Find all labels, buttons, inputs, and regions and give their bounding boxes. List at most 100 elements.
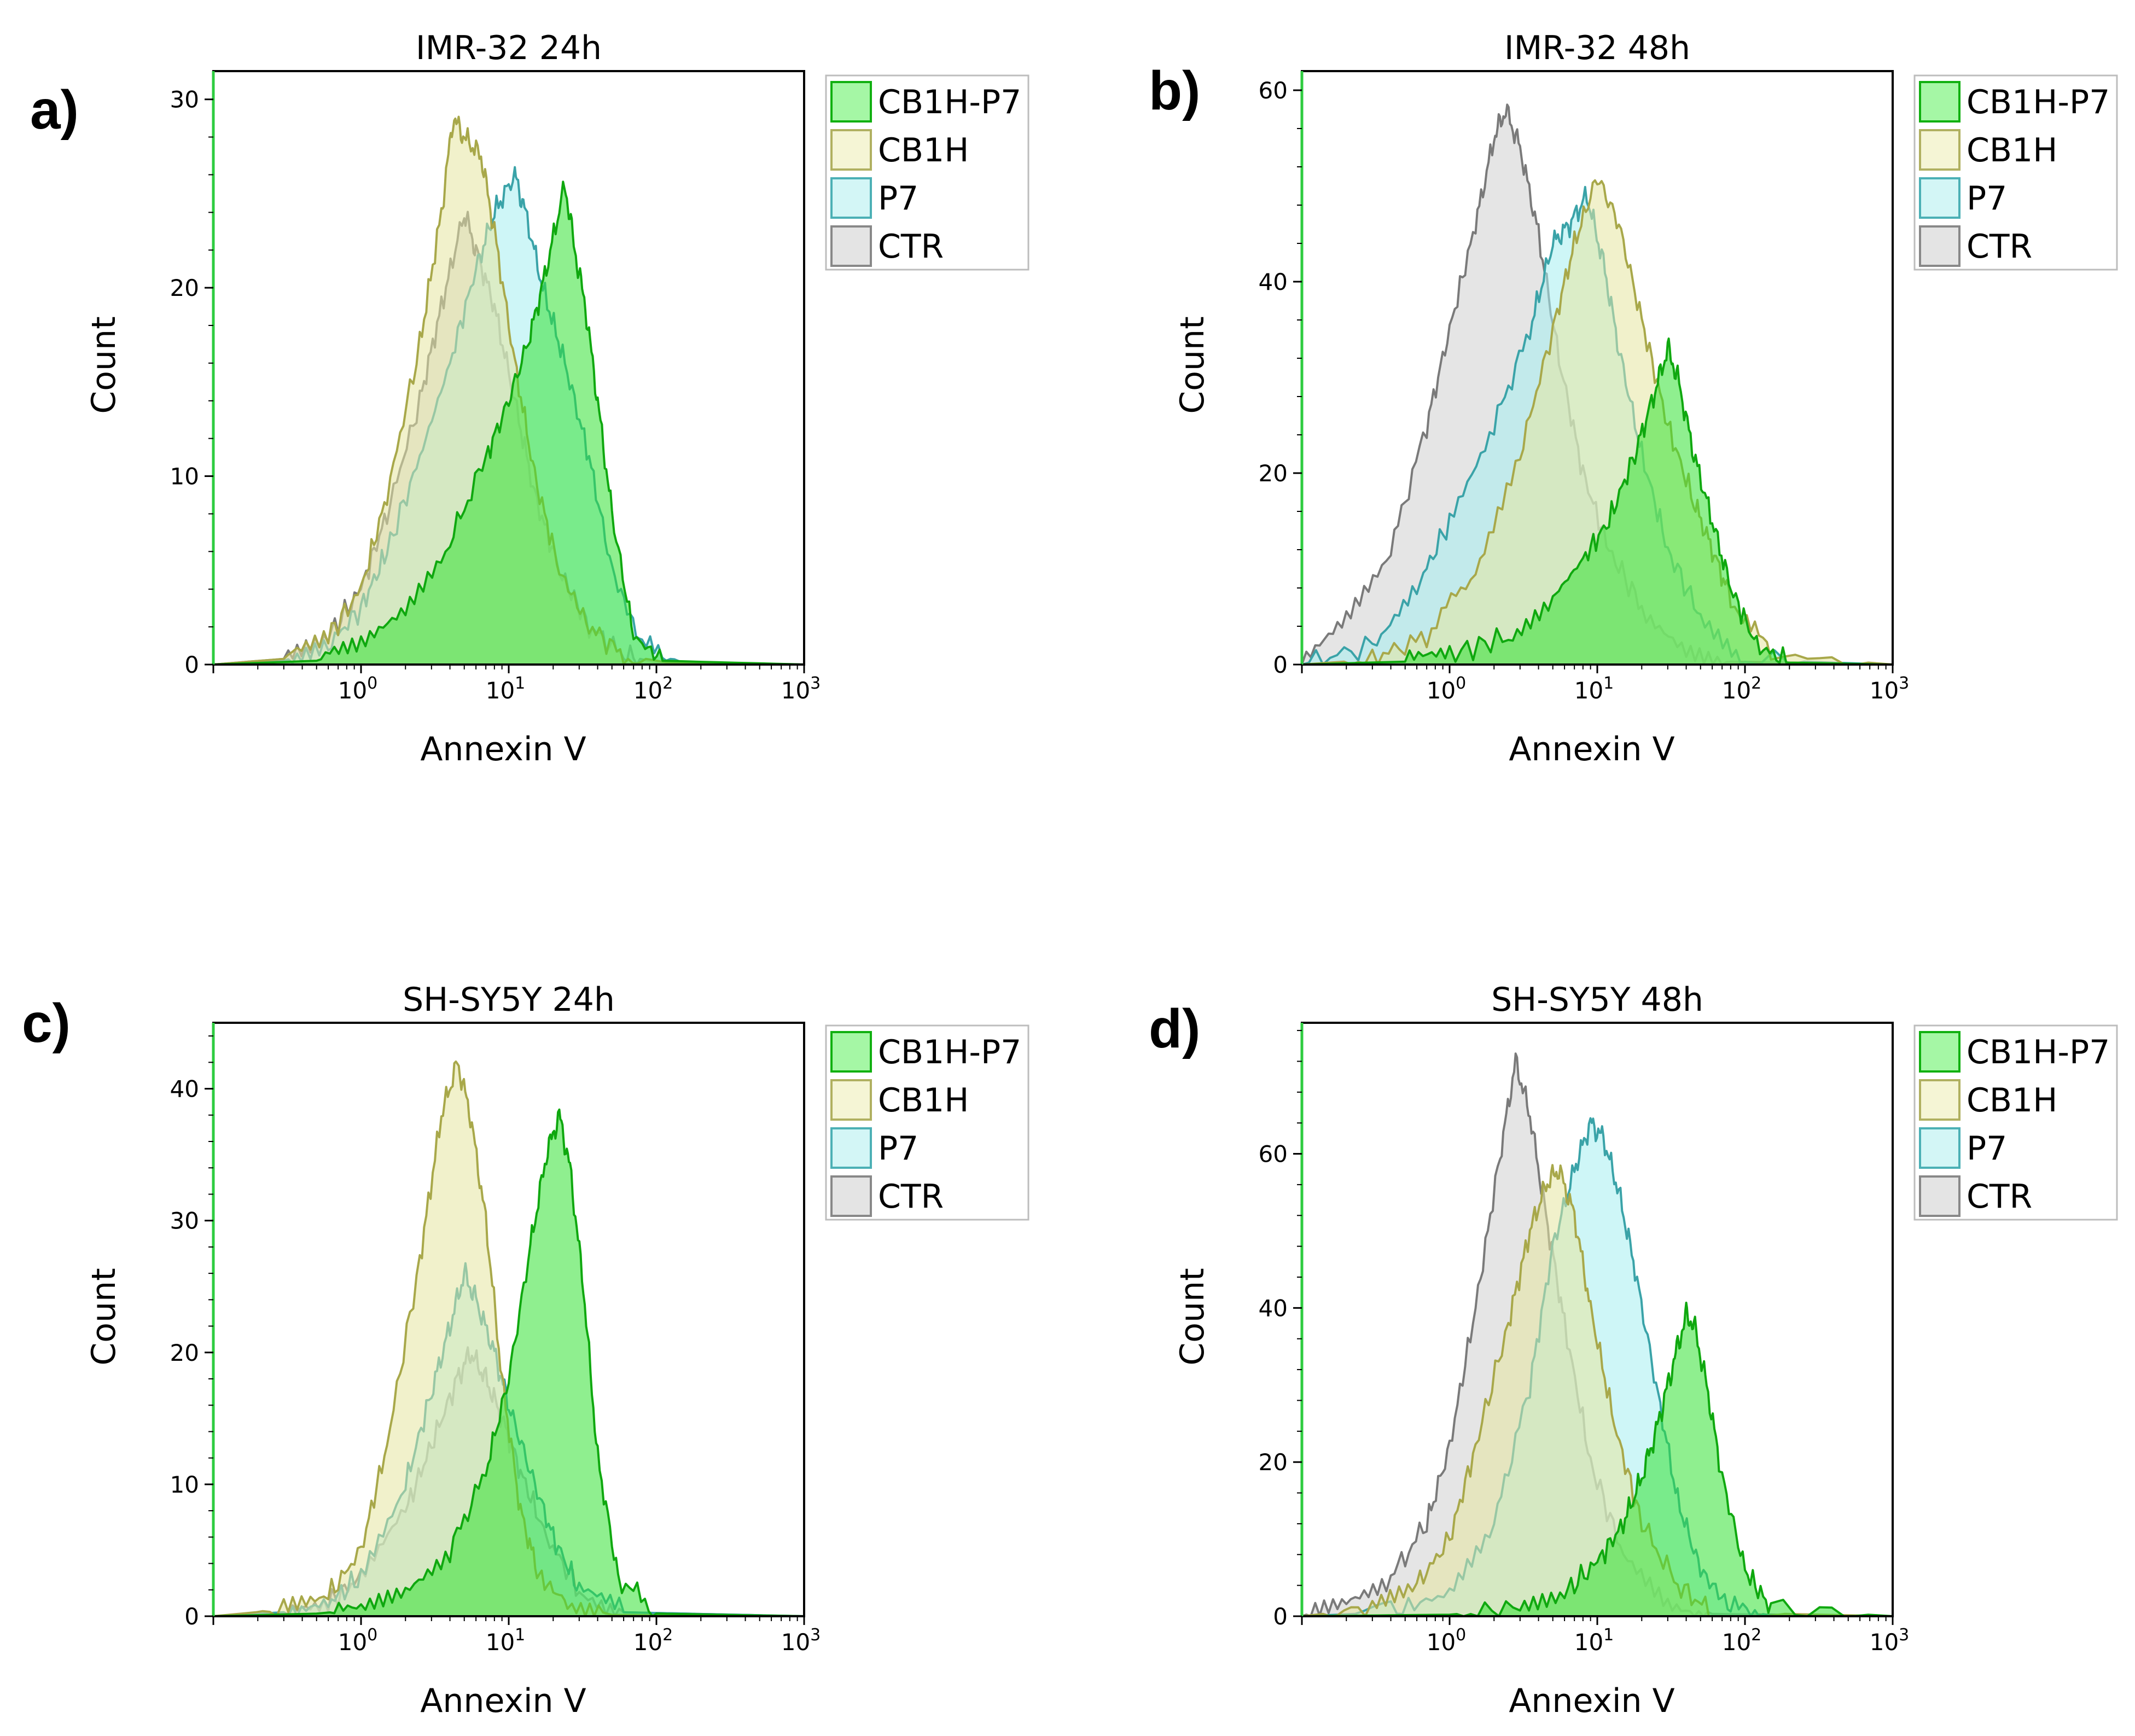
legend-item-cb1h-p7: CB1H-P7 xyxy=(1920,1032,2110,1071)
x-tick-base: 10 xyxy=(1870,677,1899,704)
legend-swatch xyxy=(1920,178,1959,218)
x-tick-base: 10 xyxy=(633,677,662,704)
x-tick-base: 10 xyxy=(1427,677,1456,704)
y-axis-label: Count xyxy=(1173,1268,1212,1365)
legend-swatch xyxy=(831,130,871,170)
y-tick-label: 0 xyxy=(184,651,199,678)
panel-letter: b) xyxy=(1149,60,1200,121)
y-tick-label: 20 xyxy=(1259,1449,1288,1476)
legend: CB1H-P7 CB1H P7 CTR xyxy=(826,75,1028,270)
x-tick-exponent: 1 xyxy=(515,674,525,693)
y-tick-label: 30 xyxy=(170,1208,199,1234)
x-tick-label: 103 xyxy=(781,674,821,704)
y-tick-label: 20 xyxy=(1259,460,1288,487)
y-tick-label: 30 xyxy=(170,86,199,113)
y-tick-label: 40 xyxy=(1259,1295,1288,1321)
x-tick-exponent: 2 xyxy=(1751,1626,1761,1645)
x-tick-label: 100 xyxy=(338,1626,378,1656)
x-tick-label: 101 xyxy=(486,674,526,704)
y-axis-label: Count xyxy=(85,1268,123,1365)
x-tick-exponent: 3 xyxy=(810,1626,821,1645)
legend: CB1H-P7 CB1H P7 CTR xyxy=(826,1026,1028,1220)
y-tick-label: 10 xyxy=(170,1471,199,1498)
x-tick-base: 10 xyxy=(338,677,367,704)
y-tick-label: 0 xyxy=(1273,651,1288,678)
x-tick-exponent: 0 xyxy=(1456,674,1466,693)
legend-item-cb1h: CB1H xyxy=(1920,130,2057,170)
x-tick-label: 101 xyxy=(486,1626,526,1656)
legend-item-ctr: CTR xyxy=(1920,1176,2032,1216)
legend-swatch xyxy=(831,226,871,266)
legend-item-ctr: CTR xyxy=(831,226,944,266)
figure: a)IMR-32 24h0102030100 101 102 103Annexin V… xyxy=(0,0,2135,1736)
panel-letter: d) xyxy=(1149,998,1200,1059)
legend-swatch xyxy=(831,1128,871,1168)
y-axis-label: Count xyxy=(85,316,123,413)
x-tick-label: 103 xyxy=(1870,674,1910,704)
legend-item-cb1h: CB1H xyxy=(1920,1080,2057,1120)
x-tick-label: 102 xyxy=(1722,1626,1762,1656)
x-tick-exponent: 2 xyxy=(1751,674,1761,693)
y-tick-label: 40 xyxy=(1259,269,1288,295)
y-tick-label: 60 xyxy=(1259,1141,1288,1168)
legend-swatch xyxy=(831,1176,871,1216)
x-tick-label: 103 xyxy=(1870,1626,1910,1656)
legend-label: CB1H-P7 xyxy=(1967,1033,2110,1071)
x-tick-base: 10 xyxy=(781,677,810,704)
chart-title: IMR-32 24h xyxy=(416,29,602,67)
legend-item-cb1h-p7: CB1H-P7 xyxy=(1920,82,2110,121)
legend-swatch xyxy=(1920,1176,1959,1216)
x-tick-exponent: 2 xyxy=(662,674,673,693)
x-tick-exponent: 0 xyxy=(1456,1626,1466,1645)
legend-swatch xyxy=(831,1080,871,1120)
legend-swatch xyxy=(1920,226,1959,266)
x-tick-base: 10 xyxy=(1870,1629,1899,1656)
x-axis-label: Annexin V xyxy=(420,730,586,768)
legend-item-cb1h-p7: CB1H-P7 xyxy=(831,82,1021,121)
legend-swatch xyxy=(831,178,871,218)
legend-swatch xyxy=(1920,82,1959,121)
y-tick-label: 20 xyxy=(170,275,199,301)
chart-title: IMR-32 48h xyxy=(1504,29,1690,67)
legend-label: CB1H xyxy=(1967,131,2057,170)
x-tick-label: 100 xyxy=(338,674,378,704)
x-axis-label: Annexin V xyxy=(1509,1682,1674,1720)
legend-label: P7 xyxy=(1967,179,2007,218)
x-tick-base: 10 xyxy=(338,1629,367,1656)
legend-swatch xyxy=(1920,1032,1959,1071)
legend-swatch xyxy=(1920,130,1959,170)
legend-label: CB1H-P7 xyxy=(1967,83,2110,121)
x-tick-label: 101 xyxy=(1574,674,1614,704)
legend: CB1H-P7 CB1H P7 CTR xyxy=(1915,1026,2117,1220)
legend-item-cb1h: CB1H xyxy=(831,130,969,170)
histogram-cb1h-p7 xyxy=(213,1110,804,1616)
legend-label: CB1H-P7 xyxy=(878,83,1021,121)
legend: CB1H-P7 CB1H P7 CTR xyxy=(1915,75,2117,270)
y-tick-label: 40 xyxy=(170,1076,199,1103)
x-tick-label: 100 xyxy=(1427,674,1467,704)
x-tick-exponent: 1 xyxy=(1603,1626,1614,1645)
legend-label: CTR xyxy=(1967,228,2032,266)
legend-label: CB1H xyxy=(878,1081,969,1120)
x-tick-base: 10 xyxy=(486,677,515,704)
y-tick-label: 10 xyxy=(170,463,199,490)
legend-swatch xyxy=(831,1032,871,1071)
chart-title: SH-SY5Y 24h xyxy=(403,981,615,1019)
panel-letter: c) xyxy=(22,993,71,1054)
x-tick-base: 10 xyxy=(781,1629,810,1656)
x-tick-label: 102 xyxy=(633,674,673,704)
x-tick-label: 102 xyxy=(633,1626,673,1656)
y-tick-label: 0 xyxy=(184,1603,199,1630)
x-tick-exponent: 0 xyxy=(367,1626,377,1645)
legend-swatch xyxy=(1920,1080,1959,1120)
y-axis-label: Count xyxy=(1173,316,1212,413)
x-tick-base: 10 xyxy=(1574,1629,1603,1656)
x-tick-base: 10 xyxy=(486,1629,515,1656)
legend-label: P7 xyxy=(878,1129,918,1168)
legend-label: CB1H xyxy=(878,131,969,170)
legend-label: P7 xyxy=(878,179,918,218)
legend-label: CTR xyxy=(878,228,944,266)
